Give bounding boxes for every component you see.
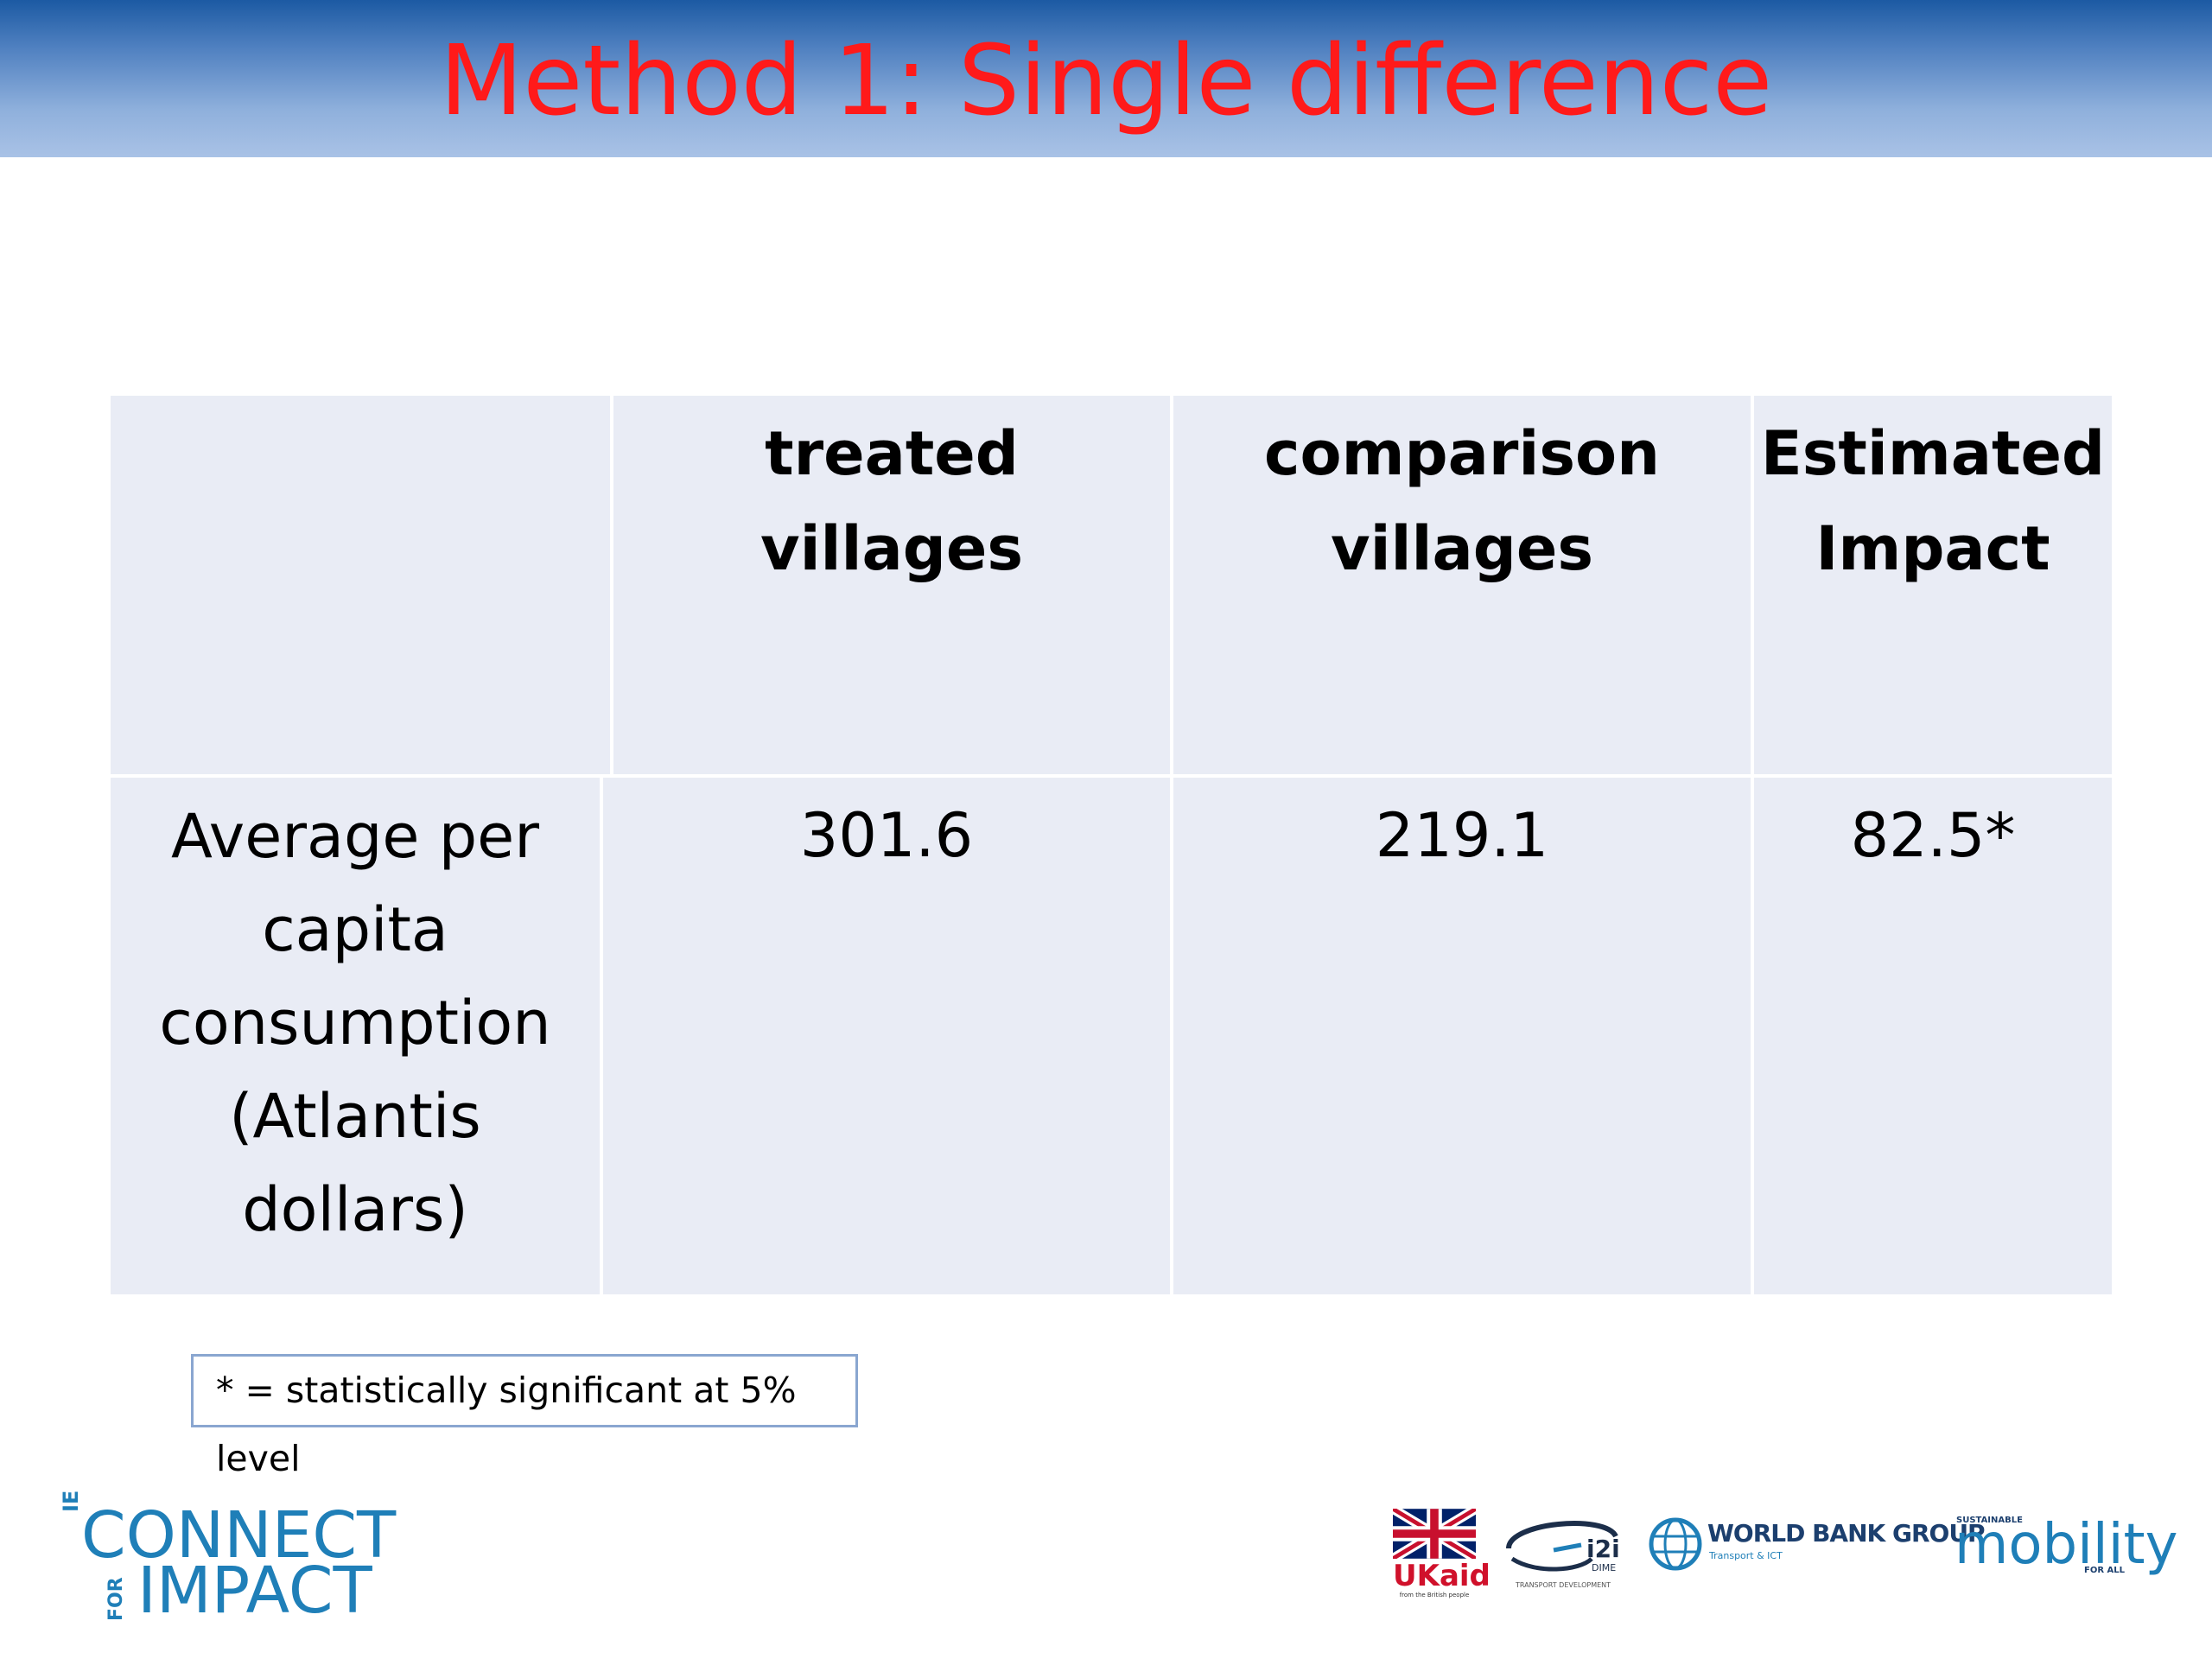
i2i-text: i2i — [1586, 1535, 1620, 1563]
union-flag-icon — [1393, 1509, 1476, 1559]
significance-footnote: * = statistically significant at 5% leve… — [191, 1354, 858, 1479]
title-bar: Method 1: Single difference — [0, 0, 2212, 157]
row-label-consumption: Average per capita consumption (Atlantis… — [111, 778, 600, 1294]
value-comparison: 219.1 — [1173, 778, 1751, 1294]
connect-for-impact-logo: IE CONNECT FOR IMPACT — [55, 1491, 401, 1628]
i2i-logo: i2i DIME TRANSPORT DEVELOPMENT — [1502, 1510, 1624, 1593]
row-label-text: Average per capita consumption (Atlantis… — [159, 801, 551, 1245]
cfi-impact-text: IMPACT — [137, 1554, 372, 1628]
i2i-dime-text: DIME — [1592, 1562, 1617, 1573]
mobility-text: mobility — [1955, 1513, 2178, 1577]
ukaid-logo: UKaid from the British people — [1393, 1509, 1491, 1599]
mobility-sustainable-text: SUSTAINABLE — [1956, 1516, 2023, 1525]
ukaid-text: UKaid — [1393, 1559, 1491, 1593]
header-estimated-impact: Estimated Impact — [1754, 396, 2112, 774]
world-bank-subtext: Transport & ICT — [1709, 1550, 1783, 1561]
cfi-connect-text: CONNECT — [81, 1498, 397, 1573]
results-table: treated villages comparison villages Est… — [111, 396, 2112, 1294]
header-empty-cell — [111, 396, 610, 774]
i2i-subtext: TRANSPORT DEVELOPMENT — [1515, 1581, 1611, 1589]
value-treated: 301.6 — [603, 778, 1170, 1294]
header-comparison-villages: comparison villages — [1173, 396, 1751, 774]
cfi-for-label: FOR — [105, 1577, 127, 1621]
cfi-ie-label: IE — [59, 1490, 83, 1512]
slide-title: Method 1: Single difference — [439, 25, 1773, 137]
value-estimated-impact: 82.5* — [1754, 778, 2112, 1294]
header-treated-villages: treated villages — [613, 396, 1170, 774]
world-bank-text: WORLD BANK GROUP — [1707, 1519, 1986, 1548]
mobility-for-all-text: FOR ALL — [2084, 1566, 2125, 1575]
globe-icon — [1649, 1517, 1702, 1571]
ukaid-subtext: from the British people — [1399, 1592, 1470, 1599]
world-bank-group-logo: WORLD BANK GROUP Transport & ICT — [1647, 1514, 1986, 1574]
i2i-swoosh-icon — [1506, 1521, 1618, 1572]
sustainable-mobility-logo: SUSTAINABLE mobility FOR ALL — [1955, 1514, 2177, 1578]
